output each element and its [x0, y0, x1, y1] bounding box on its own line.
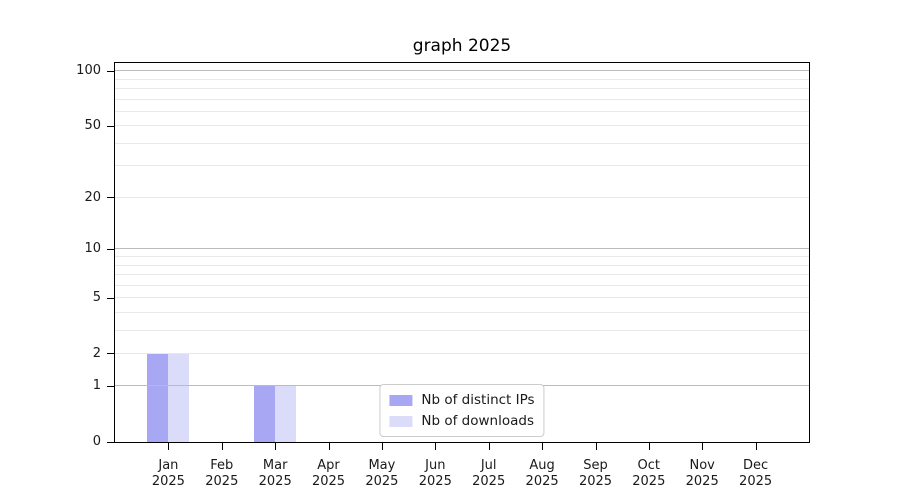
x-tick-may	[381, 443, 383, 450]
minor-gridline-70	[115, 98, 809, 100]
x-tick-label-jul: Jul 2025	[472, 458, 506, 489]
x-tick-jan	[168, 443, 170, 450]
y-tick-label-50: 50	[84, 118, 101, 134]
y-tick-0	[107, 441, 114, 443]
bar-distinct-ips-jan	[147, 353, 169, 442]
x-tick-label-dec: Dec 2025	[739, 458, 773, 489]
x-tick-label-may: May 2025	[365, 458, 399, 489]
minor-gridline-6	[115, 284, 809, 286]
x-tick-sep	[595, 443, 597, 450]
x-tick-jul	[488, 443, 490, 450]
x-tick-label-oct: Oct 2025	[632, 458, 666, 489]
x-tick-dec	[755, 443, 757, 450]
x-tick-nov	[702, 443, 704, 450]
major-gridline-100	[115, 70, 809, 72]
y-tick-100	[107, 70, 114, 72]
x-tick-label-feb: Feb 2025	[205, 458, 239, 489]
y-tick-label-2: 2	[92, 345, 101, 361]
x-tick-oct	[648, 443, 650, 450]
y-tick-20	[107, 197, 114, 198]
y-tick-label-20: 20	[84, 189, 101, 205]
legend-item-downloads: Nb of downloads	[389, 413, 534, 429]
y-tick-5	[107, 297, 114, 299]
y-tick-50	[107, 125, 114, 127]
x-tick-label-aug: Aug 2025	[525, 458, 559, 489]
x-tick-mar	[275, 443, 277, 450]
x-tick-apr	[328, 443, 330, 450]
y-tick-label-100: 100	[76, 63, 101, 79]
legend-label-downloads: Nb of downloads	[421, 413, 534, 429]
x-tick-aug	[542, 443, 544, 450]
y-tick-label-5: 5	[92, 290, 101, 306]
bar-distinct-ips-mar	[254, 386, 276, 442]
y-tick-2	[107, 353, 114, 355]
minor-gridline-80	[115, 88, 809, 89]
y-tick-10	[107, 248, 114, 250]
minor-gridline-2	[115, 352, 809, 354]
minor-gridline-40	[115, 142, 809, 144]
minor-gridline-20	[115, 196, 809, 198]
minor-gridline-30	[115, 165, 809, 167]
legend-swatch-downloads	[389, 415, 413, 427]
legend-swatch-distinct-ips	[389, 394, 413, 406]
x-tick-label-apr: Apr 2025	[311, 458, 346, 489]
minor-gridline-9	[115, 256, 809, 258]
minor-gridline-90	[115, 78, 809, 80]
x-tick-label-mar: Mar 2025	[258, 458, 292, 489]
legend-label-distinct-ips: Nb of distinct IPs	[421, 392, 535, 408]
x-tick-label-nov: Nov 2025	[685, 458, 719, 489]
plot-area: 0 1 2 5 10 20 50 100 Jan 2025 Feb 2025 Mar 2025 Ap…	[76, 62, 810, 489]
bar-downloads-mar	[275, 386, 297, 442]
y-tick-label-0: 0	[92, 434, 101, 449]
minor-gridline-4	[115, 311, 809, 313]
minor-gridline-50	[115, 125, 809, 127]
minor-gridline-5	[115, 297, 809, 299]
y-tick-label-10: 10	[84, 241, 101, 257]
x-tick-feb	[221, 443, 223, 450]
minor-gridline-3	[115, 329, 809, 331]
minor-gridline-7	[115, 274, 809, 275]
x-tick-label-sep: Sep 2025	[578, 458, 613, 489]
legend: Nb of distinct IPs Nb of downloads	[379, 384, 545, 437]
minor-gridline-60	[115, 110, 809, 112]
legend-item-distinct-ips: Nb of distinct IPs	[389, 392, 535, 408]
minor-gridline-8	[115, 264, 809, 266]
major-gridline-10	[115, 248, 809, 250]
y-tick-label-1: 1	[92, 378, 101, 394]
y-tick-1	[107, 385, 114, 387]
bar-downloads-jan	[168, 353, 190, 442]
x-tick-jun	[435, 443, 437, 450]
chart-title: graph 2025	[412, 36, 512, 56]
x-tick-label-jan: Jan 2025	[151, 458, 185, 489]
x-tick-label-jun: Jun 2025	[418, 458, 452, 489]
